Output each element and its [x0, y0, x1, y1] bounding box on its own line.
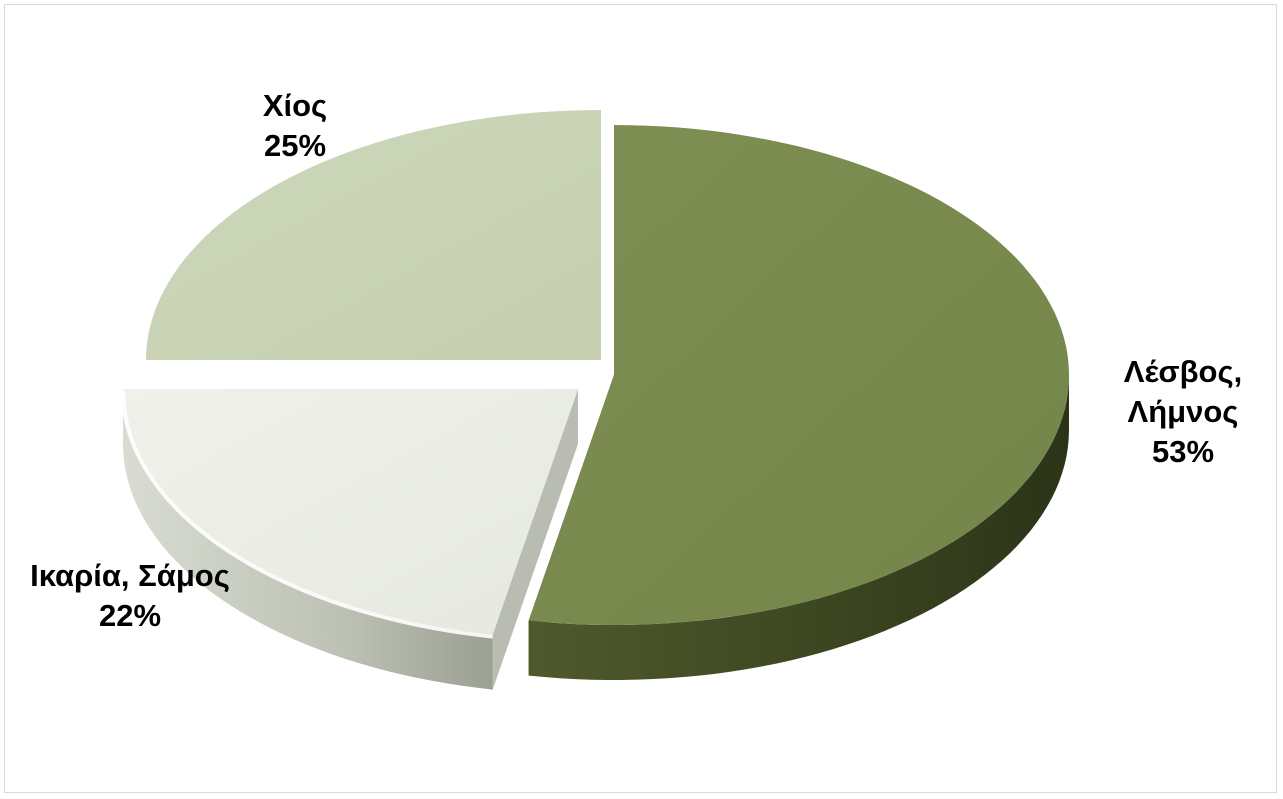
slice-name-line-1: Λέσβος, [1123, 354, 1243, 389]
slice-chios-top [146, 110, 601, 360]
slice-ikaria-samos-rim-highlight [121, 390, 493, 639]
slice-name-line-2: Λήμνος [1127, 394, 1239, 429]
slice-ikaria-samos-edge [492, 389, 578, 690]
slice-percent: 25% [263, 128, 327, 163]
slice-ikaria-samos-side [123, 389, 493, 690]
slice-name-line-1: Χίος [262, 88, 328, 123]
slice-percent: 53% [1151, 434, 1215, 469]
slice-label-ikaria-samos: Ικαρία, Σάμος 22% [10, 556, 250, 636]
slice-label-chios: Χίος 25% [235, 86, 355, 166]
slice-lesvos-limnos-top [528, 125, 1069, 625]
slice-percent: 22% [98, 598, 162, 633]
slice-ikaria-samos-top [123, 389, 578, 635]
slice-label-lesvos-limnos: Λέσβος, Λήμνος 53% [1098, 352, 1268, 472]
slice-name-line-1: Ικαρία, Σάμος [30, 558, 230, 593]
slice-lesvos-limnos-side [528, 375, 1069, 680]
